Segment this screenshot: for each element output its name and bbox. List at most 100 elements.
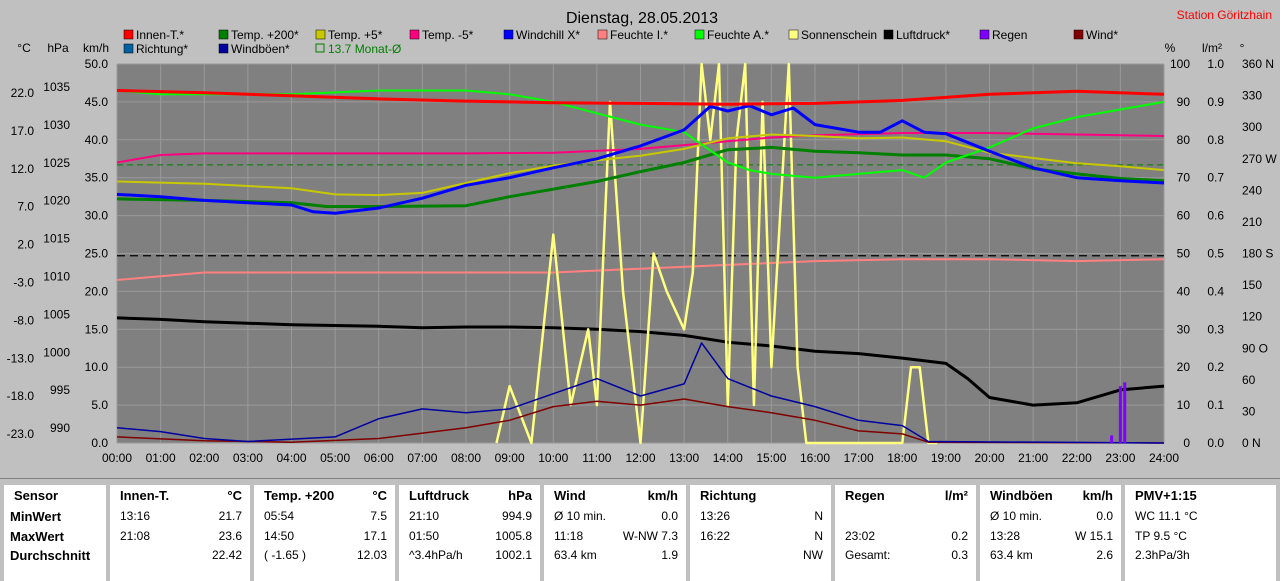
summary-card: Innen-T. °C 13:16 21.7 21:08 23.6 22.42 [110,485,250,581]
summary-cell-value: 0.0 [1096,509,1113,523]
left-axis-header: °C [17,41,31,55]
pressure-tick-label: 1015 [43,232,70,246]
summary-card-header: Innen-T. °C [110,485,250,507]
x-tick-label: 06:00 [364,451,394,465]
legend-label: Windchill X* [516,28,580,42]
temp-tick-label: 17.0 [11,124,35,138]
x-tick-label: 20:00 [974,451,1004,465]
rain-tick-label: 0.0 [1207,436,1224,450]
rain-tick-label: 0.9 [1207,95,1224,109]
legend-swatch [979,29,990,40]
summary-card-title: Windböen [990,488,1053,503]
summary-row: 14:50 17.1 [254,527,395,547]
pressure-tick-label: 990 [50,421,70,435]
wind-tick-label: 50.0 [85,57,109,71]
summary-card: Wind km/h Ø 10 min. 0.0 11:18 W-NW 7.3 63.4 km… [544,485,686,581]
temp-tick-label: 7.0 [17,200,34,214]
summary-cell-value: 0.3 [951,548,968,562]
humidity-tick-label: 10 [1177,398,1191,412]
summary-cell-label: ( -1.65 ) [264,548,307,562]
summary-row: TP 9.5 °C [1125,527,1276,547]
summary-cell-label: 63.4 km [990,548,1033,562]
series-line-sonnenschein [495,62,938,445]
summary-cell-value: N [814,528,823,543]
temp-tick-label: -13.0 [7,351,35,365]
wind-tick-label: 35.0 [85,171,109,185]
wind-tick-label: 20.0 [85,284,109,298]
x-tick-label: 16:00 [800,451,830,465]
direction-tick-label: 90 O [1242,341,1268,355]
legend-label: Windböen* [231,42,290,56]
direction-tick-label: 270 W [1242,152,1277,166]
summary-cell-label: 21:08 [120,528,151,543]
wind-tick-label: 25.0 [85,247,109,261]
rain-tick-label: 0.4 [1207,284,1224,298]
x-tick-label: 09:00 [495,451,525,465]
rain-tick-label: 0.6 [1207,209,1224,223]
x-tick-label: 19:00 [931,451,961,465]
summary-card-unit: km/h [1082,488,1113,503]
legend-swatch [1073,29,1084,40]
direction-tick-label: 0 N [1242,436,1261,450]
direction-tick-label: 120 [1242,310,1262,324]
legend-label: Temp. +5* [328,28,383,42]
temp-tick-label: 22.0 [11,86,35,100]
summary-cell-value: 0.0 [661,509,678,523]
humidity-tick-label: 80 [1177,133,1191,147]
x-tick-label: 03:00 [233,451,263,465]
summary-row: 05:54 7.5 [254,507,395,527]
wind-tick-label: 15.0 [85,322,109,336]
summary-card-unit: l/m² [944,488,968,503]
summary-card-unit: km/h [647,488,678,503]
temp-tick-label: 2.0 [17,238,34,252]
right-axis-header: l/m² [1202,41,1222,55]
temp-tick-label: -8.0 [13,313,34,327]
summary-card-header: Luftdruck hPa [399,485,540,507]
summary-card: Regen l/m² 23:02 0.2 Gesamt: 0.3 [835,485,976,581]
summary-row: Gesamt: 0.3 [835,546,976,566]
summary-row: Ø 10 min. 0.0 [980,507,1121,527]
summary-card: Windböen km/h Ø 10 min. 0.0 13:28 W 15.1 63.4 … [980,485,1121,581]
rain-bar [1123,382,1127,443]
pressure-tick-label: 1005 [43,307,70,321]
rain-tick-label: 0.8 [1207,133,1224,147]
x-tick-label: 01:00 [146,451,176,465]
summary-cell-label: Durchschnitt [10,548,91,563]
summary-cell-label: MaxWert [10,528,64,544]
pressure-tick-label: 1020 [43,194,70,208]
legend-label: Feuchte A.* [707,28,769,42]
summary-cell-value: 23.6 [218,528,242,543]
summary-cell-value: 12.03 [356,548,387,562]
summary-cell-label: 13:16 [120,509,151,523]
summary-cell-value: W-NW 7.3 [622,528,678,543]
summary-cell-label: Ø 10 min. [554,509,607,523]
x-tick-label: 21:00 [1018,451,1048,465]
x-tick-label: 00:00 [102,451,132,465]
temp-tick-label: -23.0 [7,427,35,441]
summary-row: 63.4 km 2.6 [980,546,1121,566]
humidity-tick-label: 0 [1183,436,1190,450]
pressure-tick-label: 1035 [43,80,70,94]
direction-tick-label: 150 [1242,278,1262,292]
summary-cell-value: 7.5 [370,509,387,523]
summary-row: ( -1.65 ) 12.03 [254,546,395,566]
summary-card-title: Sensor [14,488,59,503]
legend-swatch [788,29,799,40]
wind-tick-label: 45.0 [85,95,109,109]
legend-swatch [218,29,229,40]
summary-row: ^3.4hPa/h 1002.1 [399,546,540,566]
summary-cell-value: N [814,509,823,523]
humidity-tick-label: 90 [1177,95,1191,109]
x-tick-label: 04:00 [276,451,306,465]
wind-tick-label: 0.0 [91,436,108,450]
legend-label: Wind* [1086,28,1118,42]
summary-card-title: PMV+1:15 [1135,488,1197,503]
summary-cell-label: MinWert [10,509,62,524]
summary-card: PMV+1:15 WC 11.1 °C TP 9.5 °C 2.3hPa/3h [1125,485,1276,581]
summary-card-header: Temp. +200 °C [254,485,395,507]
summary-row: 23:02 0.2 [835,527,976,547]
summary-cell-value: 17.1 [363,528,387,543]
temp-tick-label: 12.0 [11,162,35,176]
legend-swatch [218,43,229,54]
summary-card-title: Wind [554,488,586,503]
